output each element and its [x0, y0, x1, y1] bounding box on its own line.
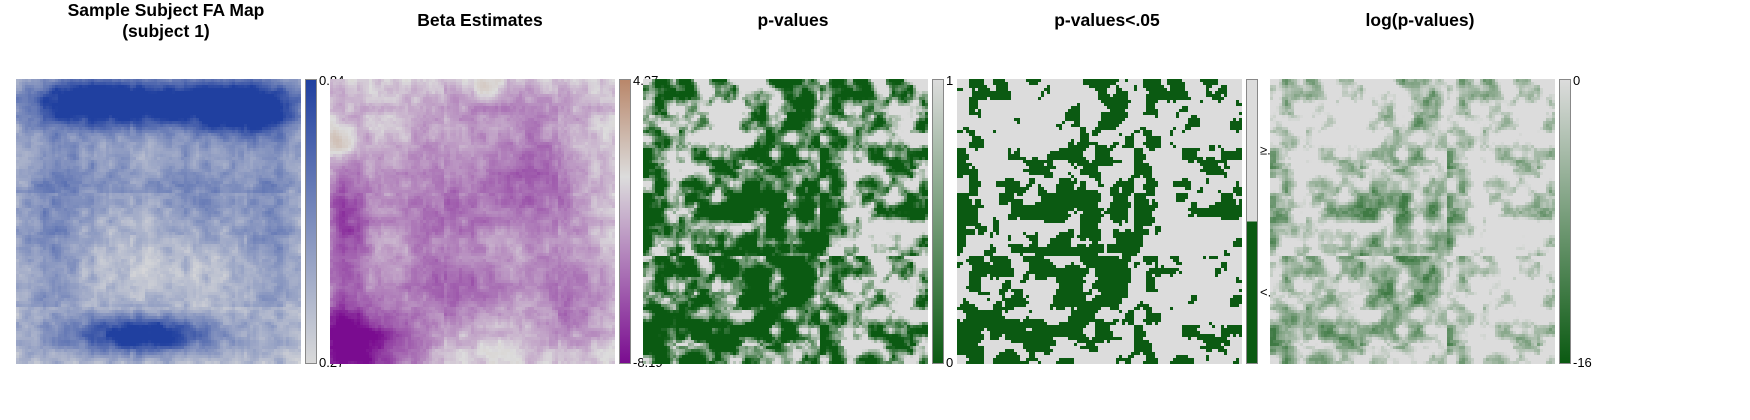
colorbar — [305, 79, 317, 364]
chart-title: p-values — [757, 10, 829, 30]
heatmap-canvas — [957, 79, 1242, 364]
colorbar — [1246, 79, 1258, 364]
heatmap — [643, 79, 928, 364]
colorbar — [619, 79, 631, 364]
panel-log-p-values: log(p-values) 0 -16 — [1270, 0, 1610, 420]
chart-title: p-values<.05 — [1054, 10, 1160, 30]
chart-title: Sample Subject FA Map (subject 1) — [67, 0, 265, 41]
heatmap-canvas — [643, 79, 928, 364]
heatmap-canvas — [330, 79, 615, 364]
colorbar — [932, 79, 944, 364]
heatmap — [330, 79, 615, 364]
colorbar — [1559, 79, 1571, 364]
colorbar-max-label: 0 — [1573, 73, 1581, 88]
colorbar-min-label: 0 — [946, 355, 954, 370]
heatmap — [16, 79, 301, 364]
panel-beta-estimates: Beta Estimates 4.27 -8.19 — [330, 0, 670, 420]
chart-title: Beta Estimates — [417, 10, 543, 30]
panel-p-values: p-values 1 0 — [643, 0, 983, 420]
heatmap — [957, 79, 1242, 364]
heatmap-canvas — [16, 79, 301, 364]
colorbar-min-label: -16 — [1573, 355, 1592, 370]
heatmap — [1270, 79, 1555, 364]
panel-p-values-threshold: p-values<.05 ≥.05 <.05 — [957, 0, 1297, 420]
colorbar-max-label: 1 — [946, 73, 954, 88]
panel-fa-map: Sample Subject FA Map (subject 1) 0.84 0… — [16, 0, 356, 420]
chart-title: log(p-values) — [1365, 10, 1475, 30]
heatmap-canvas — [1270, 79, 1555, 364]
